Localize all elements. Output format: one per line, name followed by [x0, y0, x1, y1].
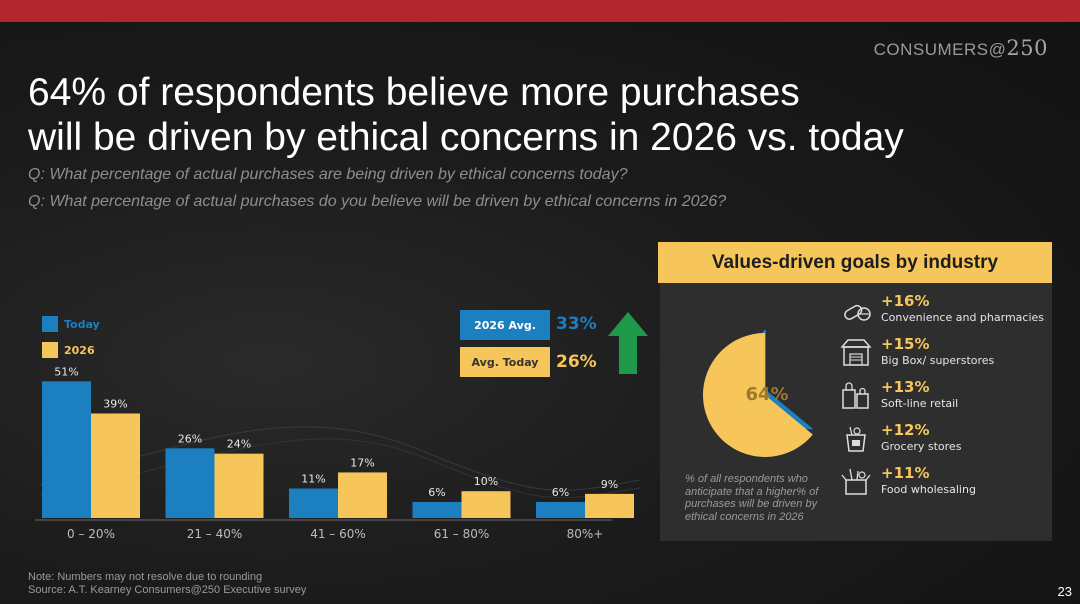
bar-value-label: 17%	[350, 456, 374, 469]
industry-pct: +16%	[881, 292, 930, 310]
pie-center-label: 64%	[745, 384, 788, 405]
bar-today-2	[289, 488, 338, 518]
legend-swatch-today	[42, 316, 58, 332]
bar-2026-2	[338, 472, 387, 518]
bar-today-3	[412, 501, 462, 518]
pie-chart: 64%	[703, 330, 814, 457]
bar-value-label: 39%	[103, 397, 127, 410]
shopping-bags-icon	[842, 382, 869, 409]
industry-label: Big Box/ superstores	[881, 354, 995, 367]
page-number: 23	[1057, 584, 1072, 599]
bar-value-label: 51%	[54, 365, 78, 378]
bar-chart: 51% 39% 0 – 20% 26% 24% 21 – 40% 11% 17% 41 – 60…	[35, 316, 640, 541]
industry-label: Food wholesaling	[881, 483, 976, 496]
bar-2026-4	[585, 493, 634, 518]
bar-today-4	[536, 501, 585, 518]
question-2: Q: What percentage of actual purchases d…	[28, 193, 727, 210]
title-line-2: will be driven by ethical concerns in 20…	[28, 116, 904, 159]
bar-value-label: 6%	[428, 486, 445, 499]
avg-2026-label: 2026 Avg.	[460, 310, 550, 340]
bar-value-label: 6%	[552, 486, 569, 499]
food-box-icon	[841, 468, 871, 495]
avg-today-label: Avg. Today	[460, 347, 550, 377]
bar-2026-1	[214, 453, 264, 518]
bar-value-label: 9%	[601, 478, 618, 491]
bar-today-1	[165, 448, 215, 518]
chart-legend: Today 2026	[42, 316, 100, 358]
avg-today-value: 26%	[556, 352, 597, 372]
bar-value-label: 11%	[301, 473, 325, 486]
grocery-bag-icon	[846, 426, 866, 452]
pie-slice-64	[703, 333, 813, 457]
industry-pct: +12%	[881, 421, 930, 439]
legend-label-2026: 2026	[64, 344, 95, 357]
industry-label: Soft-line retail	[881, 397, 959, 410]
bar-value-label: 10%	[474, 475, 498, 488]
x-tick-label: 41 – 60%	[310, 527, 366, 541]
bar-2026-3	[461, 491, 511, 518]
x-tick-label: 0 – 20%	[67, 527, 115, 541]
industry-pct: +13%	[881, 378, 930, 396]
legend-swatch-2026	[42, 342, 58, 358]
question-1: Q: What percentage of actual purchases a…	[28, 166, 628, 183]
industry-label: Grocery stores	[881, 440, 962, 453]
x-tick-label: 21 – 40%	[187, 527, 243, 541]
title-line-1: 64% of respondents believe more purchase…	[28, 71, 800, 114]
wave-decoration	[39, 426, 640, 491]
footnote: Note: Numbers may not resolve due to rou…	[28, 571, 263, 583]
up-arrow-icon	[608, 312, 648, 374]
pills-icon	[844, 304, 871, 321]
x-tick-label: 61 – 80%	[434, 527, 490, 541]
top-accent-bar	[0, 0, 1080, 22]
industry-label: Convenience and pharmacies	[881, 311, 1045, 324]
pie-note: % of all respondents who anticipate that…	[685, 473, 819, 523]
avg-2026-value: 33%	[556, 314, 597, 334]
footer-notes: Note: Numbers may not resolve due to rou…	[28, 571, 306, 597]
bar-value-label: 26%	[178, 432, 202, 445]
brand-logo: CONSUMERS@250	[873, 36, 1048, 60]
source-note: Source: A.T. Kearney Consumers@250 Execu…	[28, 584, 307, 596]
storefront-icon	[840, 339, 872, 366]
legend-label-today: Today	[64, 318, 100, 331]
page-title: 64% of respondents believe more purchase…	[28, 70, 1028, 160]
bar-2026-0	[91, 413, 140, 518]
industry-pct: +11%	[881, 464, 930, 482]
industry-pct: +15%	[881, 335, 930, 353]
bar-today-0	[42, 381, 91, 518]
panel-title: Values-driven goals by industry	[658, 242, 1052, 283]
x-tick-label: 80%+	[567, 527, 604, 541]
bar-value-label: 24%	[227, 438, 251, 451]
